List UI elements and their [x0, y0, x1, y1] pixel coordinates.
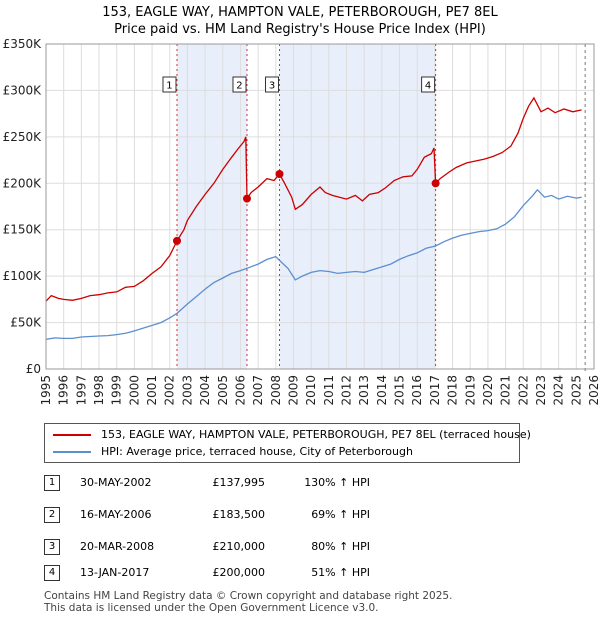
- x-tick-label: 2016: [410, 375, 424, 406]
- x-tick-label: 2011: [322, 375, 336, 406]
- x-tick-label: 2019: [463, 375, 477, 406]
- price-chart: £0 £50K £100K £150K £200K £250K £300K £350K 1995…: [3, 37, 600, 406]
- sale-price: £183,500: [212, 508, 266, 521]
- chart-title-line1: 153, EAGLE WAY, HAMPTON VALE, PETERBOROU…: [102, 5, 498, 20]
- x-tick-label: 2023: [534, 375, 548, 406]
- x-tick-label: 2025: [569, 375, 583, 406]
- sale-number-badge: 2: [44, 507, 60, 523]
- sale-label-box-3: [265, 76, 280, 93]
- sale-point-1: [172, 236, 181, 245]
- sale-period-shading-2: [279, 44, 436, 369]
- x-tick-label: 2007: [251, 375, 265, 406]
- y-tick-label: £0: [26, 362, 41, 376]
- sale-number-badge: 3: [44, 539, 60, 555]
- sale-hpi-change: 130% ↑ HPI: [304, 476, 370, 489]
- x-tick-label: 2024: [552, 375, 566, 406]
- x-tick-label: 1999: [110, 375, 124, 406]
- y-tick-label: £250K: [3, 130, 43, 144]
- sale-label-2: 2: [236, 81, 242, 92]
- sale-label-box-1: [162, 76, 177, 93]
- sale-date: 20-MAR-2008: [80, 540, 155, 553]
- x-tick-label: 2012: [340, 375, 354, 406]
- x-tick-label: 2001: [145, 375, 159, 406]
- sale-hpi-change: 69% ↑ HPI: [311, 508, 370, 521]
- x-tick-label: 2002: [163, 375, 177, 406]
- x-tick-label: 2008: [269, 375, 283, 406]
- x-tick-label: 2009: [286, 375, 300, 406]
- sale-row: 1 30-MAY-2002 £137,995 130% ↑ HPI: [0, 475, 600, 495]
- hpi-series-line: [45, 188, 582, 340]
- sale-point-3: [275, 170, 284, 178]
- x-tick-label: 2021: [499, 375, 513, 406]
- property-series-line: [45, 96, 582, 302]
- sale-date: 16-MAY-2006: [80, 508, 152, 521]
- chart-legend: 153, EAGLE WAY, HAMPTON VALE, PETERBOROU…: [44, 423, 531, 463]
- future-region: [585, 44, 594, 369]
- y-tick-label: £100K: [3, 269, 43, 283]
- y-tick-label: £300K: [3, 83, 43, 97]
- x-tick-label: 1995: [39, 375, 53, 406]
- x-tick-label: 2003: [180, 375, 194, 406]
- sale-point-2: [242, 194, 251, 203]
- x-tick-label: 1996: [57, 375, 71, 406]
- x-tick-label: 2010: [304, 375, 318, 406]
- y-tick-label: £50K: [10, 316, 42, 330]
- x-tick-label: 1998: [92, 375, 106, 406]
- x-tick-label: 2000: [127, 375, 141, 406]
- x-tick-label: 2004: [198, 375, 212, 406]
- x-tick-label: 2015: [393, 375, 407, 406]
- sale-price: £210,000: [212, 540, 266, 553]
- y-tick-label: £150K: [3, 223, 43, 237]
- sale-point-4: [431, 179, 440, 188]
- plot-border: [45, 43, 595, 370]
- sale-date: 13-JAN-2017: [80, 566, 150, 579]
- x-tick-label: 2006: [233, 375, 247, 406]
- x-tick-label: 2005: [216, 375, 230, 406]
- x-tick-label: 2014: [375, 375, 389, 406]
- y-tick-label: £350K: [3, 37, 43, 51]
- attribution-line2: This data is licensed under the Open Gov…: [44, 602, 379, 614]
- x-tick-label: 2020: [481, 375, 495, 406]
- legend-swatch-hpi: [53, 451, 91, 453]
- x-tick-label: 2017: [428, 375, 442, 406]
- y-tick-label: £200K: [3, 176, 43, 190]
- sale-label-3: 3: [269, 81, 275, 92]
- sale-period-shading-1: [176, 44, 247, 369]
- sale-label-box-2: [232, 76, 247, 93]
- sale-label-box-4: [421, 76, 436, 93]
- chart-title: 153, EAGLE WAY, HAMPTON VALE, PETERBOROU…: [0, 4, 600, 38]
- legend-label-property: 153, EAGLE WAY, HAMPTON VALE, PETERBOROU…: [101, 428, 531, 441]
- attribution-footer: Contains HM Land Registry data © Crown c…: [44, 590, 452, 614]
- sale-label-4: 4: [425, 81, 431, 92]
- sale-hpi-change: 51% ↑ HPI: [311, 566, 370, 579]
- x-tick-label: 2013: [357, 375, 371, 406]
- chart-title-line2: Price paid vs. HM Land Registry's House …: [114, 22, 486, 37]
- sale-row: 2 16-MAY-2006 £183,500 69% ↑ HPI: [0, 507, 600, 527]
- attribution-line1: Contains HM Land Registry data © Crown c…: [44, 590, 453, 602]
- sale-label-1: 1: [166, 81, 172, 92]
- x-tick-label: 2022: [516, 375, 530, 406]
- sale-date: 30-MAY-2002: [80, 476, 152, 489]
- legend-label-hpi: HPI: Average price, terraced house, City…: [101, 445, 413, 458]
- sale-hpi-change: 80% ↑ HPI: [311, 540, 370, 553]
- sale-number-badge: 4: [44, 565, 60, 581]
- x-tick-label: 2026: [587, 375, 600, 406]
- sale-price: £200,000: [212, 566, 266, 579]
- x-tick-label: 2018: [446, 375, 460, 406]
- x-tick-label: 1997: [74, 375, 88, 406]
- sale-row: 4 13-JAN-2017 £200,000 51% ↑ HPI: [0, 565, 600, 585]
- legend-swatch-property: [53, 434, 91, 436]
- sale-row: 3 20-MAR-2008 £210,000 80% ↑ HPI: [0, 539, 600, 559]
- sale-price: £137,995: [212, 476, 266, 489]
- sale-number-badge: 1: [44, 475, 60, 491]
